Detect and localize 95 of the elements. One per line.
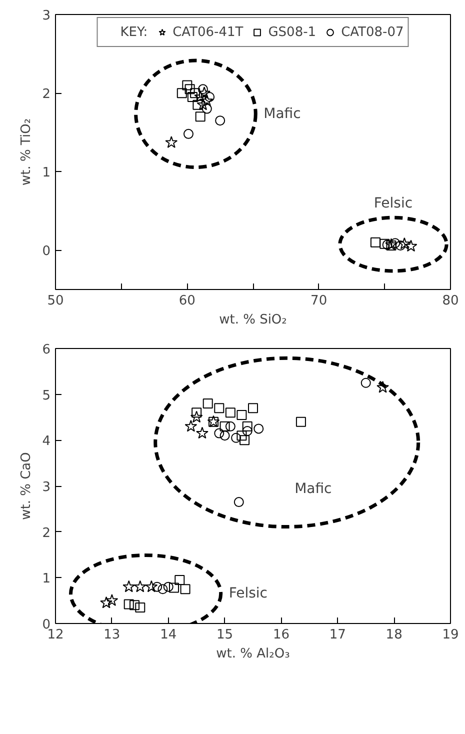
y-tick-label: 3 bbox=[42, 8, 51, 24]
y-axis-title: wt. % CaO bbox=[19, 452, 34, 520]
point bbox=[196, 426, 208, 439]
point bbox=[380, 238, 390, 249]
point bbox=[192, 100, 203, 110]
point bbox=[124, 599, 134, 610]
point bbox=[176, 88, 187, 98]
y-tick-label: 0 bbox=[42, 244, 51, 260]
point bbox=[169, 582, 179, 593]
point bbox=[100, 596, 112, 608]
y-tick-label: 1 bbox=[42, 166, 51, 181]
point bbox=[386, 240, 396, 250]
y-tick-label: 1 bbox=[42, 572, 51, 587]
point bbox=[242, 426, 252, 436]
point bbox=[152, 582, 162, 592]
point bbox=[180, 584, 190, 594]
point bbox=[194, 90, 207, 102]
point bbox=[398, 237, 411, 250]
point bbox=[242, 421, 252, 432]
x-tick-label: 14 bbox=[160, 628, 177, 642]
point bbox=[202, 104, 212, 114]
point bbox=[215, 116, 226, 126]
point bbox=[158, 584, 168, 594]
point bbox=[145, 580, 158, 592]
point bbox=[236, 410, 247, 420]
point bbox=[404, 240, 418, 252]
point bbox=[195, 112, 206, 122]
point bbox=[390, 238, 400, 248]
point bbox=[234, 497, 244, 508]
x-axis-title: wt. % Al₂O₃ bbox=[216, 646, 290, 662]
point bbox=[198, 84, 208, 94]
point bbox=[214, 428, 224, 438]
x-tick-label: 16 bbox=[272, 628, 290, 642]
point bbox=[376, 380, 389, 393]
x-tick-label: 13 bbox=[104, 628, 120, 642]
legend-label: GS08-1 bbox=[268, 24, 316, 40]
point bbox=[187, 92, 198, 102]
point bbox=[360, 378, 371, 388]
point bbox=[240, 435, 250, 446]
x-axis-title: wt. % SiO₂ bbox=[219, 312, 287, 328]
annotation: Mafic bbox=[264, 106, 301, 122]
x-tick-label: 17 bbox=[329, 628, 346, 642]
y-tick-label: 5 bbox=[42, 388, 51, 404]
legend-label: CAT06-41T bbox=[172, 24, 244, 40]
point bbox=[248, 403, 258, 414]
point bbox=[130, 600, 140, 610]
y-axis-title: wt. % TiO₂ bbox=[19, 118, 34, 186]
point bbox=[122, 580, 136, 592]
legend-title: KEY: bbox=[120, 24, 148, 40]
point bbox=[200, 94, 214, 106]
y-tick-label: 6 bbox=[42, 342, 51, 358]
point bbox=[134, 580, 146, 592]
point bbox=[220, 430, 230, 441]
annotation: Felsic bbox=[228, 586, 268, 602]
y-tick-label: 2 bbox=[42, 87, 51, 102]
point bbox=[225, 421, 236, 432]
x-tick-label: 19 bbox=[442, 628, 459, 642]
x-tick-label: 18 bbox=[386, 628, 402, 642]
point bbox=[220, 421, 230, 432]
y-tick-label: 3 bbox=[42, 480, 51, 495]
y-tick-label: 2 bbox=[42, 526, 51, 541]
point bbox=[236, 430, 247, 441]
point bbox=[202, 398, 213, 408]
x-tick-label: 60 bbox=[178, 294, 196, 308]
point bbox=[182, 80, 192, 90]
point bbox=[163, 582, 174, 592]
point bbox=[135, 602, 146, 612]
point bbox=[192, 408, 202, 418]
x-tick-label: 15 bbox=[216, 628, 234, 642]
x-tick-label: 70 bbox=[310, 294, 328, 308]
point bbox=[196, 98, 210, 110]
point bbox=[370, 237, 380, 248]
point bbox=[190, 88, 200, 98]
point bbox=[183, 128, 194, 139]
point bbox=[231, 432, 242, 443]
point bbox=[204, 92, 215, 102]
x-tick-label: 80 bbox=[442, 294, 459, 308]
point bbox=[184, 420, 198, 432]
point bbox=[385, 238, 398, 250]
point bbox=[190, 410, 203, 423]
point bbox=[254, 424, 264, 434]
x-tick-label: 50 bbox=[47, 294, 64, 308]
point bbox=[214, 403, 224, 414]
annotation: Mafic bbox=[294, 480, 332, 497]
legend-label: CAT08-07 bbox=[341, 24, 404, 40]
point bbox=[174, 574, 185, 585]
point bbox=[395, 240, 406, 250]
point bbox=[165, 136, 178, 148]
y-tick-label: 4 bbox=[42, 434, 51, 450]
point bbox=[225, 408, 236, 418]
point bbox=[106, 594, 118, 606]
point bbox=[184, 84, 195, 94]
point bbox=[296, 416, 306, 427]
annotation: Felsic bbox=[374, 196, 413, 212]
point bbox=[198, 86, 210, 98]
